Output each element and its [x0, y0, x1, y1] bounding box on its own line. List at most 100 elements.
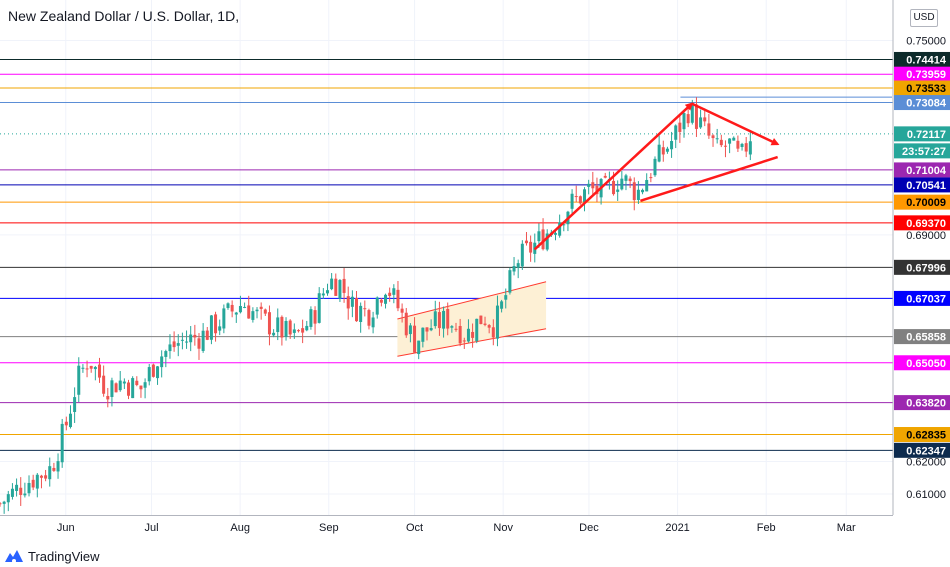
currency-button[interactable]: USD — [910, 9, 938, 27]
candle-body — [189, 334, 193, 343]
candle-body — [628, 178, 632, 182]
candle-body — [6, 494, 10, 503]
candle-body — [363, 308, 367, 310]
level-label: 0.74414 — [906, 54, 947, 66]
level-label: 0.70009 — [906, 197, 946, 209]
candle-body — [620, 178, 624, 190]
candle-body — [247, 305, 251, 319]
price-chart[interactable]: 0.61000 0.62000 0.69000 0.75000 0.74414 0.739… — [0, 0, 950, 545]
candle-body — [690, 103, 694, 123]
candle-body — [276, 317, 280, 333]
candle-body — [686, 114, 690, 124]
candle-body — [330, 278, 334, 290]
candle-body — [657, 144, 661, 162]
candle-body — [715, 138, 719, 140]
candle-body — [64, 421, 68, 426]
candle-body — [587, 183, 591, 187]
tradingview-logo-icon[interactable] — [4, 548, 24, 564]
candle-body — [48, 466, 52, 480]
candle-body — [417, 340, 421, 355]
candle-body — [338, 280, 342, 299]
candle-body — [375, 297, 379, 315]
candle-body — [699, 117, 703, 128]
candle-body — [89, 365, 93, 369]
candle-body — [10, 488, 14, 497]
candle-body — [156, 366, 160, 379]
candle-body — [429, 328, 433, 331]
candle-body — [2, 501, 6, 504]
candle-body — [77, 365, 81, 395]
candle-body — [524, 240, 528, 244]
candle-body — [201, 330, 205, 351]
candle-body — [437, 312, 441, 329]
current-price-label-bg — [894, 126, 950, 142]
candle-body — [471, 331, 475, 338]
level-label-bg — [894, 215, 950, 231]
candle-body — [487, 325, 491, 328]
candle-body — [512, 266, 516, 272]
candle-body — [56, 461, 60, 472]
candle-body — [479, 315, 483, 325]
time-axis[interactable]: Jun Jul Aug Sep Oct Nov Dec 2021 Feb Mar — [0, 515, 893, 535]
level-label-bg — [894, 395, 950, 411]
candle-body — [562, 224, 566, 226]
candle-body — [44, 475, 48, 479]
candle-body — [603, 175, 607, 178]
channel-fill — [397, 281, 547, 357]
candle-body — [350, 296, 354, 307]
candle-body — [707, 123, 711, 136]
candle-body — [537, 231, 541, 242]
candle-body — [259, 306, 263, 309]
candle-body — [408, 325, 412, 335]
candle-body — [466, 328, 470, 342]
candle-body — [27, 482, 31, 494]
candle-body — [222, 308, 226, 329]
candle-body — [122, 381, 126, 384]
x-tick-label: Jun — [57, 522, 75, 534]
level-label: 0.73959 — [906, 69, 946, 81]
footer: TradingView — [0, 545, 950, 567]
support-line — [640, 155, 779, 203]
candle-body — [578, 196, 582, 204]
candle-body — [384, 294, 388, 304]
candle-body — [309, 309, 313, 327]
grid-lines — [0, 0, 893, 515]
candle-body — [127, 382, 131, 396]
price-axis[interactable]: 0.61000 0.62000 0.69000 0.75000 0.74414 0.739… — [892, 0, 950, 545]
candle-body — [442, 310, 446, 329]
candle-body — [143, 382, 147, 388]
candle-body — [495, 305, 499, 339]
candle-body — [359, 305, 363, 322]
candle-body — [367, 310, 371, 326]
candle-body — [243, 306, 247, 308]
candle-body — [31, 479, 35, 488]
x-tick-label: Sep — [319, 522, 339, 534]
candle-body — [73, 397, 77, 412]
candle-body — [446, 309, 450, 329]
candle-body — [616, 189, 620, 192]
level-label: 0.71004 — [906, 165, 947, 177]
candle-body — [636, 189, 640, 200]
candle-body — [342, 278, 346, 293]
candle-body — [168, 344, 172, 352]
candle-body — [450, 326, 454, 328]
level-label-bg — [894, 259, 950, 275]
candle-body — [93, 366, 97, 370]
level-label-bg — [894, 355, 950, 371]
ascending-channel — [397, 281, 547, 357]
candle-body — [321, 293, 325, 296]
down-arrow — [691, 102, 780, 146]
candle-body — [230, 304, 234, 312]
candle-body — [209, 315, 213, 340]
level-label: 0.62835 — [906, 430, 946, 442]
candle-body — [214, 314, 218, 334]
level-label: 0.70541 — [906, 180, 946, 192]
tradingview-brand[interactable]: TradingView — [28, 549, 100, 564]
candle-body — [421, 327, 425, 342]
candle-body — [458, 325, 462, 344]
candle-body — [102, 375, 106, 394]
candle-body — [106, 395, 110, 400]
candle-body — [661, 147, 665, 155]
candle-body — [570, 193, 574, 209]
up-arrow — [533, 102, 694, 251]
